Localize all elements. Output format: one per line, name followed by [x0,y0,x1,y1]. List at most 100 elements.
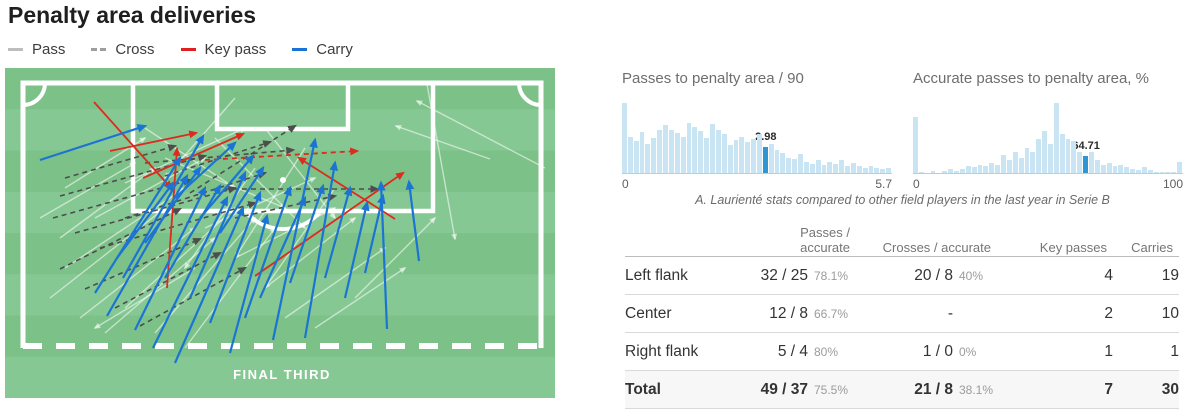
carry-arrow [39,124,148,162]
cross-arrow [59,153,208,197]
histogram-bar [989,163,995,173]
histogram-bar [1071,141,1077,173]
pitch-legend: Pass Cross Key pass Carry [8,39,379,59]
histogram-bar [809,164,815,173]
pass-arrow [264,127,337,220]
pass-arrow [93,267,196,329]
carry-arrow [258,195,307,299]
histogram-bar [792,159,798,173]
histogram-bar [692,127,698,173]
key-pass-arrow [166,146,181,289]
carry-arrow [343,200,370,299]
histogram-bar [1165,172,1171,173]
pass-arrow [124,206,237,309]
key-pass-line-swatch [180,47,196,51]
histogram-bar [856,166,862,173]
histogram-bar [786,158,792,173]
histogram-bar [674,133,680,173]
pitch-stripe [5,68,555,110]
histogram-bar [965,166,971,173]
histogram-bar [710,124,715,173]
histogram-bar [663,125,668,173]
histogram-bar [821,165,827,173]
table-row-left-flank: Left flank 32 / 25 78.1% 20 / 8 40% 4 19 [625,257,1179,295]
carry-arrow [174,141,237,199]
corner-arc-left [22,82,47,107]
histogram-title: Passes to penalty area / 90 [622,70,804,87]
table-row-right-flank: Right flank 5 / 4 80% 1 / 0 0% 1 1 [625,333,1179,371]
header-passes-accurate: Passes / accurate [800,225,850,255]
carry-arrow [144,165,202,244]
passes-pct: 80% [814,344,839,359]
histogram-bar [880,169,886,173]
crosses-pct: 40% [959,268,984,283]
histogram-bar [995,165,1001,173]
histogram-bar [1077,152,1083,173]
histogram-bar [1112,166,1118,173]
histogram-bar [739,137,745,173]
carry-arrow [405,179,421,262]
x-axis-min-label: 0 [622,177,629,191]
histogram-highlight-bar [1083,156,1089,173]
histogram-x-axis: 0 100 [913,177,1183,191]
histogram-plot: 64.71 [913,100,1183,174]
histogram-bar [977,165,983,173]
legend-label: Key pass [204,40,267,58]
crosses-pct: 38.1% [959,382,994,397]
histogram-bar [850,163,856,173]
cross-arrow [189,124,297,194]
histogram-bar [1059,134,1065,173]
histogram-title: Accurate passes to penalty area, % [913,70,1149,87]
final-third-label: FINAL THIRD [233,367,331,382]
histogram-bar [1141,167,1147,173]
histogram-bar [1036,139,1042,173]
carry-line-swatch [292,47,308,51]
penalty-arc [244,213,322,231]
histogram-bar [686,123,692,173]
carry-arrow [288,183,325,284]
carries-value: 30 [1161,380,1179,398]
histogram-x-axis: 0 5.7 [622,177,892,191]
histogram-bar [751,139,756,173]
pass-arrow [426,83,458,241]
histogram-bar [774,150,780,173]
histogram-bar [704,138,710,173]
histogram-bar [715,130,721,173]
carries-value: 10 [1161,304,1179,322]
row-label: Left flank [625,266,688,284]
pitch-stripes [5,68,555,399]
carry-arrow [363,193,386,274]
histogram-bar [886,168,891,173]
carry-arrow [243,185,292,319]
histogram-bar [1065,139,1071,173]
crosses-value: 1 / 0 [922,342,953,360]
pass-arrow [104,236,217,334]
carry-arrow [173,205,245,364]
cross-arrow [84,238,203,290]
pass-arrow [79,226,197,319]
carry-arrow [271,137,318,341]
key-passes-value: 7 [1104,380,1113,398]
histogram-bar [1177,162,1182,173]
histogram-highlight-bar [762,147,768,173]
histogram-bar [1171,172,1177,173]
crosses-value: 20 / 8 [914,266,953,284]
pass-arrow [184,167,256,270]
pass-arrow [234,147,306,260]
legend-item-cross: Cross [91,41,155,58]
pass-arrow [354,216,437,299]
carries-value: 19 [1161,266,1179,284]
histogram-bar [983,166,989,173]
histogram-bar [833,164,839,173]
carries-value: 1 [1170,342,1179,360]
pass-arrow [94,157,207,219]
pitch-svg: FINAL THIRD [5,68,555,399]
histogram-bar [942,171,948,173]
key-passes-value: 1 [1104,342,1113,360]
histogram-bar [1024,148,1030,173]
passes-pct: 66.7% [814,306,849,321]
histogram-bar [745,142,751,173]
carry-arrow [152,195,229,349]
pitch-stripe [5,356,555,399]
